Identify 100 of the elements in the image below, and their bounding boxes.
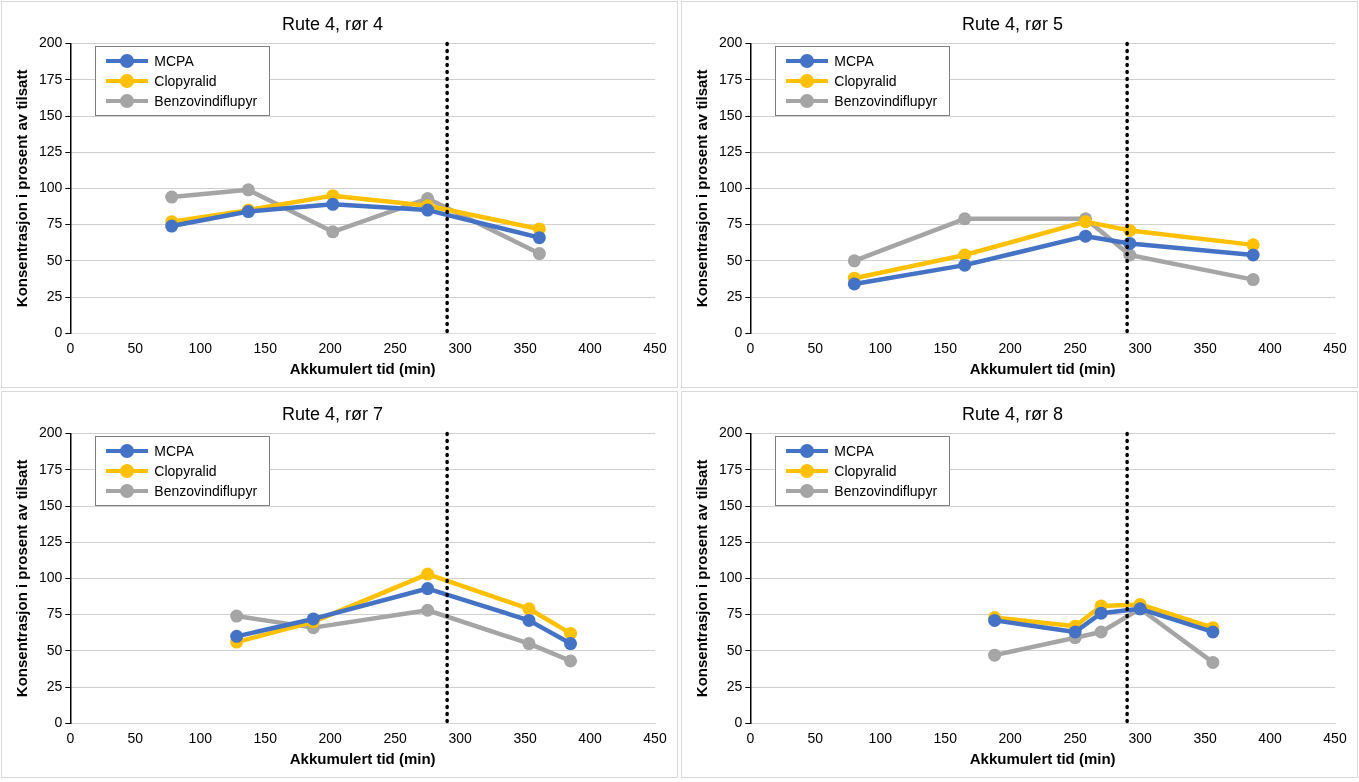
point [326, 197, 340, 211]
y-tick-label: 200 [719, 34, 743, 51]
y-tick-label: 200 [39, 34, 63, 51]
y-tick-label: 150 [719, 106, 743, 123]
point [165, 219, 179, 233]
point [165, 190, 179, 204]
x-tick-label: 250 [383, 730, 408, 747]
point [326, 225, 340, 239]
y-tick-label: 200 [719, 424, 743, 441]
x-tick-label: 450 [1323, 340, 1347, 357]
legend-label: Benzovindiflupyr [154, 92, 258, 109]
legend-label: Clopyralid [834, 72, 897, 89]
x-tick-label: 400 [578, 730, 602, 747]
point [532, 247, 546, 261]
y-tick-label: 50 [46, 641, 63, 658]
x-tick-label: 400 [1258, 340, 1282, 357]
chart-title: Rute 4, rør 8 [961, 403, 1064, 424]
x-axis-title: Akkumulert tid (min) [969, 750, 1116, 768]
legend-label: Benzovindiflupyr [834, 482, 938, 499]
point [958, 212, 972, 226]
y-tick-label: 150 [719, 496, 743, 513]
x-tick-label: 400 [1258, 730, 1282, 747]
legend-label: Clopyralid [154, 72, 217, 89]
chart-title: Rute 4, rør 5 [961, 13, 1064, 34]
x-tick-label: 50 [807, 340, 824, 357]
point [847, 277, 861, 291]
x-tick-label: 450 [1323, 730, 1347, 747]
point [847, 254, 861, 268]
x-tick-label: 200 [318, 340, 343, 357]
point [988, 648, 1002, 662]
x-tick-label: 0 [746, 730, 755, 747]
x-axis-title: Akkumulert tid (min) [969, 360, 1116, 378]
y-tick-label: 25 [726, 677, 743, 694]
x-tick-label: 300 [448, 730, 473, 747]
chart-title: Rute 4, rør 4 [281, 13, 384, 34]
y-tick-label: 75 [726, 605, 743, 622]
y-tick-label: 175 [39, 460, 63, 477]
y-tick-label: 125 [719, 533, 743, 550]
x-tick-label: 300 [1128, 340, 1153, 357]
y-tick-label: 50 [726, 251, 743, 268]
x-tick-label: 100 [188, 340, 213, 357]
x-tick-label: 250 [383, 340, 408, 357]
y-tick-label: 100 [719, 569, 743, 586]
x-tick-label: 200 [998, 340, 1023, 357]
y-tick-label: 50 [726, 641, 743, 658]
point [564, 637, 578, 651]
point [421, 203, 435, 217]
x-tick-label: 200 [998, 730, 1023, 747]
y-tick-label: 25 [46, 287, 63, 304]
legend-label: Benzovindiflupyr [154, 482, 258, 499]
x-tick-label: 400 [578, 340, 602, 357]
y-axis-title: Konsentrasjon i prosent av tilsatt [13, 69, 31, 308]
y-tick-label: 25 [46, 677, 63, 694]
point [958, 258, 972, 272]
point [421, 567, 435, 581]
x-tick-label: 200 [318, 730, 343, 747]
point [421, 582, 435, 596]
x-tick-label: 100 [188, 730, 213, 747]
x-tick-label: 150 [253, 340, 278, 357]
point [1094, 606, 1108, 620]
x-tick-label: 50 [807, 730, 824, 747]
point [564, 654, 578, 668]
x-tick-label: 300 [1128, 730, 1153, 747]
point [1246, 273, 1260, 287]
x-tick-label: 350 [1193, 340, 1217, 357]
point [1068, 625, 1082, 639]
x-tick-label: 450 [643, 340, 667, 357]
point [230, 629, 244, 643]
y-tick-label: 125 [719, 143, 743, 160]
x-tick-label: 150 [933, 340, 958, 357]
point [1246, 248, 1260, 262]
y-tick-label: 175 [719, 70, 743, 87]
y-tick-label: 75 [46, 215, 63, 232]
y-tick-label: 0 [54, 714, 63, 731]
x-tick-label: 250 [1063, 730, 1088, 747]
y-axis-title: Konsentrasjon i prosent av tilsatt [13, 459, 31, 698]
x-tick-label: 0 [746, 340, 755, 357]
x-tick-label: 0 [66, 730, 75, 747]
y-tick-label: 150 [39, 106, 63, 123]
y-tick-label: 175 [39, 70, 63, 87]
x-tick-label: 100 [868, 730, 893, 747]
y-tick-label: 0 [734, 324, 743, 341]
x-tick-label: 100 [868, 340, 893, 357]
x-tick-label: 50 [127, 340, 144, 357]
y-tick-label: 0 [734, 714, 743, 731]
legend-label: Benzovindiflupyr [834, 92, 938, 109]
x-tick-label: 150 [933, 730, 958, 747]
point [1206, 625, 1220, 639]
x-tick-label: 0 [66, 340, 75, 357]
y-axis-title: Konsentrasjon i prosent av tilsatt [693, 459, 711, 698]
y-tick-label: 0 [54, 324, 63, 341]
legend-label: MCPA [834, 52, 874, 69]
legend-label: MCPA [154, 52, 194, 69]
legend-label: Clopyralid [834, 462, 897, 479]
point [522, 613, 536, 627]
y-tick-label: 125 [39, 533, 63, 550]
x-axis-title: Akkumulert tid (min) [289, 360, 436, 378]
x-tick-label: 150 [253, 730, 278, 747]
point [1206, 655, 1220, 669]
legend-label: MCPA [834, 442, 874, 459]
